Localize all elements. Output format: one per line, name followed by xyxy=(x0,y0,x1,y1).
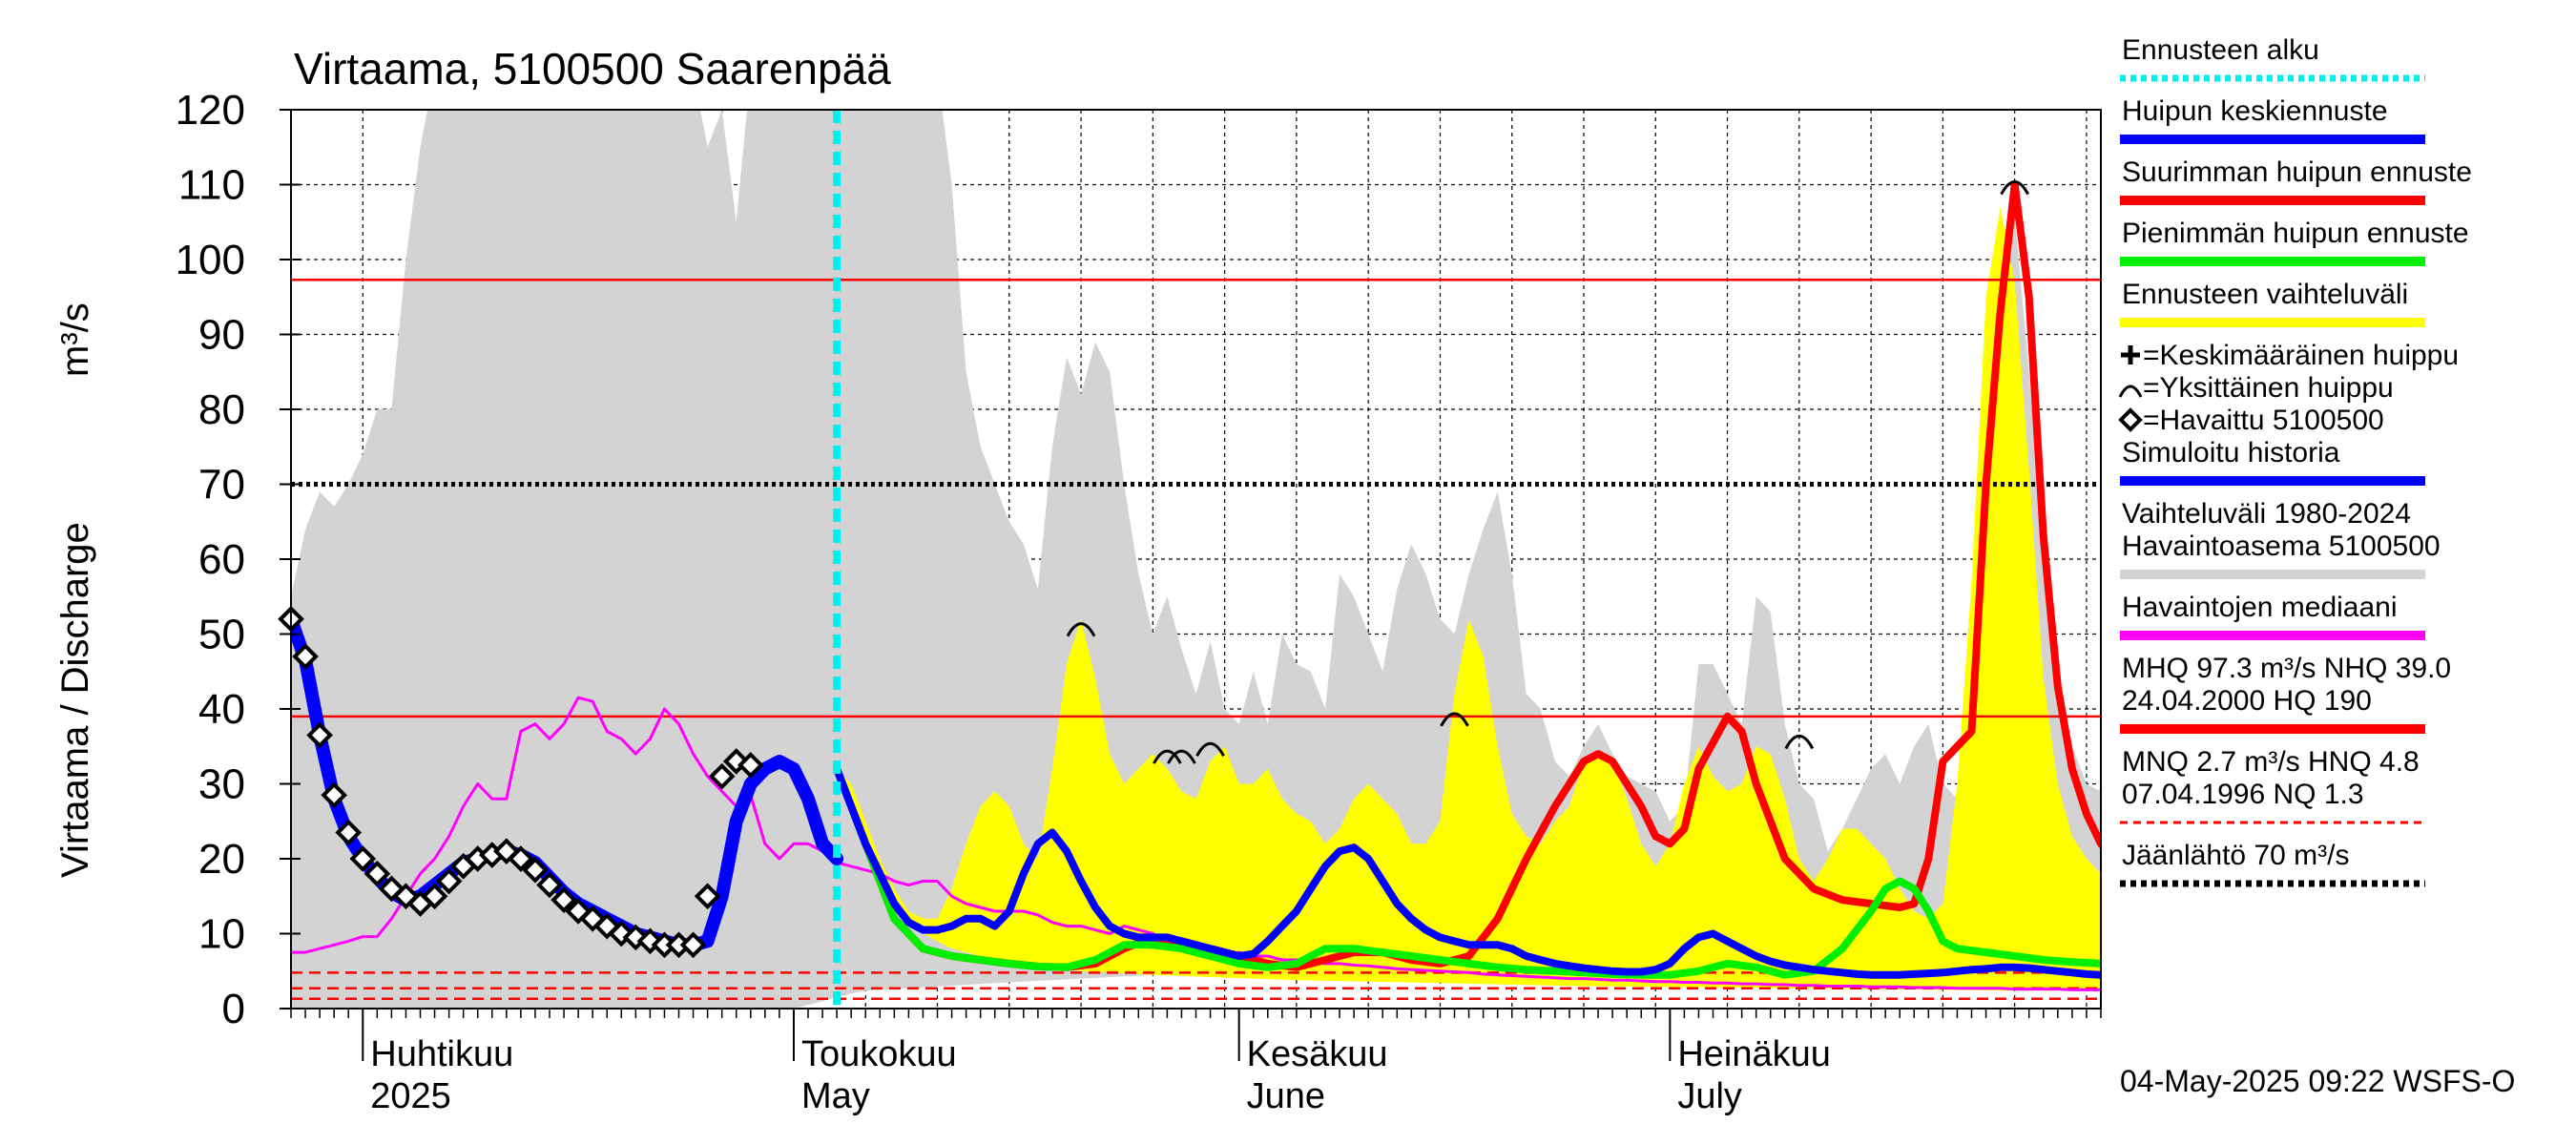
chart-title: Virtaama, 5100500 Saarenpää xyxy=(294,44,891,94)
y-axis-unit: m³/s xyxy=(54,302,96,377)
observed-diamond xyxy=(335,819,363,846)
legend-label-ennusteen-alku: Ennusteen alku xyxy=(2122,34,2319,66)
peak-arc-marker xyxy=(1784,734,1815,750)
legend-label-suurimman-huipun-ennuste: Suurimman huipun ennuste xyxy=(2122,156,2472,188)
series-line-pienimm-n-huipun-ennuste xyxy=(833,764,2101,979)
y-tick-label: 30 xyxy=(198,761,245,808)
x-month-label-fi: Toukokuu xyxy=(801,1034,957,1074)
peak-arc-marker xyxy=(1153,749,1182,764)
forecast-range-band xyxy=(837,207,2101,991)
legend-label-keskim-r-inen-huippu: =Keskimääräinen huippu xyxy=(2143,340,2459,371)
peak-arc-marker xyxy=(1167,749,1196,764)
legend-label-j-nl-ht-70-m-s: Jäänlähtö 70 m³/s xyxy=(2122,840,2349,871)
y-tick-label: 50 xyxy=(198,612,245,658)
peak-arc-marker xyxy=(1195,741,1225,757)
x-month-label-fi: Heinäkuu xyxy=(1677,1034,1831,1074)
y-tick-label: 100 xyxy=(176,237,245,283)
legend: Ennusteen alku Huipun keskiennuste Suurimm… xyxy=(2118,34,2472,887)
series-line-huipun-keskiennuste xyxy=(833,764,2101,979)
legend-label-simuloitu-historia: Simuloitu historia xyxy=(2122,437,2340,468)
legend-label-ennusteen-vaihteluv-li: Ennusteen vaihteluväli xyxy=(2122,279,2408,310)
observed-diamond xyxy=(349,845,377,872)
peak-arc-marker xyxy=(2000,180,2029,196)
history-range-band xyxy=(291,110,2101,1009)
markers xyxy=(278,180,2029,959)
legend-label-vaihteluv-li-1980-2024: Vaihteluväli 1980-2024 xyxy=(2122,498,2411,530)
observed-diamond xyxy=(306,721,333,749)
observed-diamond xyxy=(679,931,707,959)
legend-label-havaintojen-mediaani: Havaintojen mediaani xyxy=(2122,592,2398,623)
axes: 0 10 20 30 40 50 60 70 80 90 100 110 120 Huhtikuu2025… xyxy=(176,87,2102,1116)
y-tick-label: 10 xyxy=(198,911,245,958)
observed-diamond xyxy=(694,883,721,910)
x-month-label-fi: Huhtikuu xyxy=(370,1034,513,1074)
legend-label-huipun-keskiennuste: Huipun keskiennuste xyxy=(2122,95,2388,127)
y-tick-label: 90 xyxy=(198,312,245,359)
legend-label-mnq-2-7-m-s-hnq-4-8: MNQ 2.7 m³/s HNQ 4.8 xyxy=(2122,746,2420,778)
x-month-label-en: July xyxy=(1677,1076,1742,1116)
observed-diamond xyxy=(435,867,463,895)
legend-swatch-yksitt-inen-huippu xyxy=(2118,385,2143,398)
x-month-label-fi: Kesäkuu xyxy=(1247,1034,1388,1074)
series-lines xyxy=(291,110,2101,1009)
legend-label-pienimm-n-huipun-ennuste: Pienimmän huipun ennuste xyxy=(2122,218,2469,249)
y-tick-label: 40 xyxy=(198,686,245,733)
observed-diamond xyxy=(321,781,347,809)
observed-diamond xyxy=(708,762,736,790)
y-tick-label: 120 xyxy=(176,87,245,134)
x-month-label-en: June xyxy=(1247,1076,1325,1116)
timestamp-label: 04-May-2025 09:22 WSFS-O xyxy=(2120,1064,2515,1098)
x-month-label-en: 2025 xyxy=(370,1076,451,1116)
peak-arc-marker xyxy=(1440,712,1469,727)
observed-diamond xyxy=(508,845,534,872)
legend-label-mhq-97-3-m-s-nhq-39-0: 24.04.2000 HQ 190 xyxy=(2122,685,2372,717)
y-tick-label: 70 xyxy=(198,462,245,509)
legend-swatch-havaittu-5100500 xyxy=(2118,407,2143,432)
y-tick-label: 0 xyxy=(222,986,245,1032)
observed-diamond xyxy=(292,643,319,670)
y-tick-label: 20 xyxy=(198,836,245,883)
y-tick-label: 110 xyxy=(178,162,245,209)
y-tick-label: 80 xyxy=(198,386,245,433)
legend-label-vaihteluv-li-1980-2024: Havaintoasema 5100500 xyxy=(2122,531,2441,562)
legend-swatch-keskim-r-inen-huippu xyxy=(2121,345,2140,364)
legend-label-yksitt-inen-huippu: =Yksittäinen huippu xyxy=(2143,372,2394,404)
observed-diamond xyxy=(536,871,563,899)
legend-label-mnq-2-7-m-s-hnq-4-8: 07.04.1996 NQ 1.3 xyxy=(2122,779,2364,810)
observed-diamond xyxy=(737,752,764,779)
legend-label-havaittu-5100500: =Havaittu 5100500 xyxy=(2143,405,2384,436)
observed-diamond xyxy=(522,856,549,884)
y-tick-label: 60 xyxy=(198,536,245,583)
x-month-label-en: May xyxy=(801,1076,870,1116)
observed-diamond xyxy=(421,883,448,910)
y-axis-label: Virtaama / Discharge xyxy=(54,522,96,878)
legend-label-mhq-97-3-m-s-nhq-39-0: MHQ 97.3 m³/s NHQ 39.0 xyxy=(2122,653,2451,684)
peak-arc-marker xyxy=(1066,622,1096,637)
observed-diamond xyxy=(551,886,577,914)
observed-diamond xyxy=(364,860,391,887)
variation-bands xyxy=(291,110,2101,1009)
